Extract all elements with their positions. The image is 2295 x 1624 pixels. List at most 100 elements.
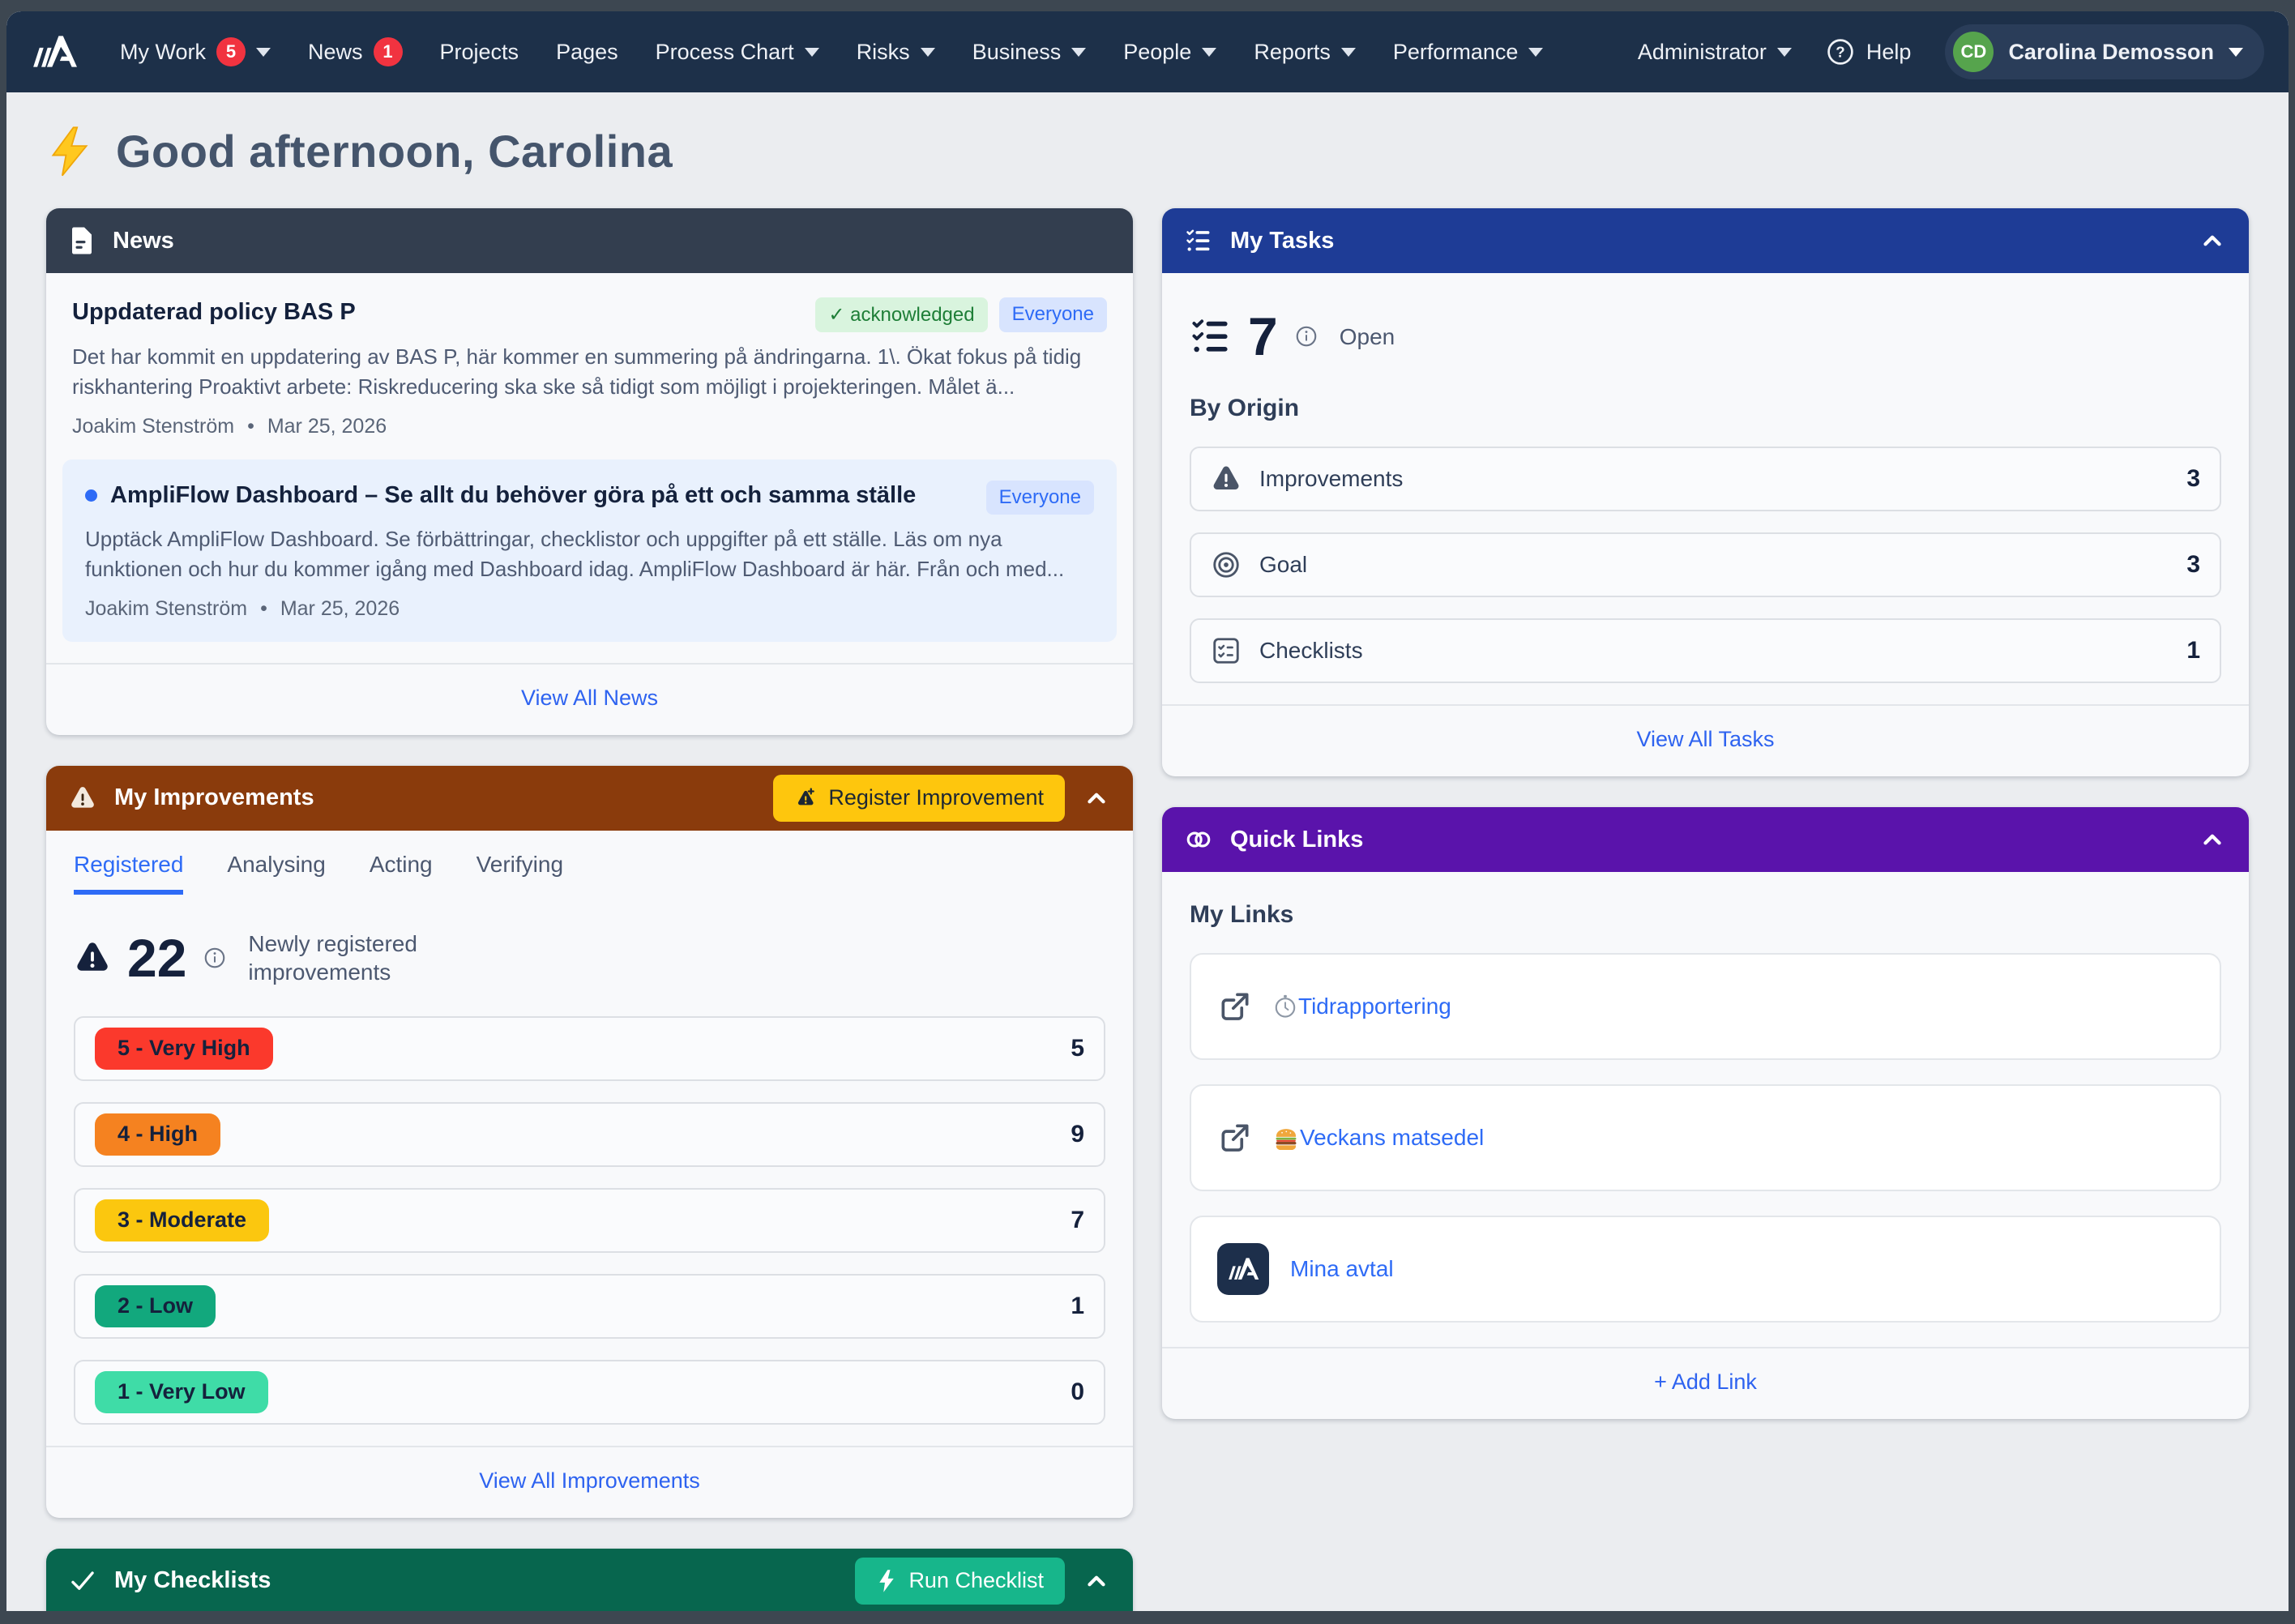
origin-row-goal[interactable]: Goal 3 <box>1190 532 2221 597</box>
nav-item-business[interactable]: Business <box>972 40 1087 65</box>
origin-row-checklists[interactable]: Checklists 1 <box>1190 618 2221 683</box>
news-item-body: Upptäck AmpliFlow Dashboard. Se förbättr… <box>85 526 1065 581</box>
nav-item-reports[interactable]: Reports <box>1254 40 1356 65</box>
acknowledged-badge: ✓ acknowledged <box>815 297 988 332</box>
view-all-news-link[interactable]: View All News <box>520 685 659 710</box>
page-title: Good afternoon, Carolina <box>116 126 673 177</box>
news-count-badge: 1 <box>373 37 403 66</box>
tab-analysing[interactable]: Analysing <box>227 851 326 877</box>
caret-down-icon <box>1071 47 1087 57</box>
ampliflow-logo-icon <box>1217 1243 1269 1295</box>
run-checklist-button[interactable]: Run Checklist <box>855 1557 1065 1605</box>
news-card: News Uppdaterad policy BAS P ✓ acknowled… <box>46 208 1133 735</box>
help-button[interactable]: ? Help <box>1826 37 1911 66</box>
my-checklists-header: My Checklists Run Checklist <box>46 1548 1133 1611</box>
collapse-chevron-up-icon[interactable] <box>2199 826 2226 853</box>
nav-item-my-work[interactable]: My Work 5 <box>120 37 271 66</box>
severity-row[interactable]: 2 - Low 1 <box>74 1273 1105 1339</box>
checklist-icon <box>1213 638 1239 664</box>
severity-pill: 2 - Low <box>95 1284 216 1327</box>
nav-label: Projects <box>439 39 519 64</box>
app-window: My Work 5 News 1 Projects Pages Process … <box>6 11 2289 1611</box>
caret-down-icon <box>256 47 271 57</box>
news-item-meta: Joakim Stenström • Mar 25, 2026 <box>85 597 1094 621</box>
nav-item-risks[interactable]: Risks <box>857 40 935 65</box>
origin-row-improvements[interactable]: Improvements 3 <box>1190 447 2221 511</box>
nav-item-news[interactable]: News 1 <box>308 37 403 66</box>
collapse-chevron-up-icon[interactable] <box>1083 1567 1110 1595</box>
view-all-improvements-link[interactable]: View All Improvements <box>479 1468 700 1493</box>
collapse-chevron-up-icon[interactable] <box>2199 227 2226 254</box>
nav-label: Performance <box>1392 39 1519 64</box>
by-origin-heading: By Origin <box>1190 395 1300 421</box>
collapse-chevron-up-icon[interactable] <box>1083 784 1110 812</box>
news-doc-icon <box>72 227 92 254</box>
severity-count: 9 <box>1071 1120 1084 1147</box>
improvements-card-footer: View All Improvements <box>46 1445 1133 1518</box>
nav-item-pages[interactable]: Pages <box>556 40 618 65</box>
severity-row[interactable]: 5 - Very High 5 <box>74 1015 1105 1081</box>
caret-down-icon <box>1340 47 1356 57</box>
user-name: Carolina Demosson <box>2008 39 2214 64</box>
news-card-footer: View All News <box>46 662 1133 735</box>
tab-acting[interactable]: Acting <box>369 851 433 877</box>
register-improvement-button[interactable]: Register Improvement <box>773 774 1065 822</box>
severity-count: 0 <box>1071 1378 1084 1405</box>
nav-label: Process Chart <box>655 39 794 64</box>
severity-pill: 4 - High <box>95 1113 220 1156</box>
nav-label: News <box>308 39 363 64</box>
open-tasks-count: 7 <box>1248 306 1278 366</box>
stopwatch-icon <box>1272 994 1298 1019</box>
nav-label: Risks <box>856 39 910 64</box>
news-author: Joakim Stenström <box>72 414 235 438</box>
news-card-title: News <box>113 227 174 254</box>
news-item[interactable]: Uppdaterad policy BAS P ✓ acknowledged E… <box>46 273 1133 458</box>
my-checklists-title: My Checklists <box>114 1567 271 1594</box>
quick-link-label[interactable]: Mina avtal <box>1290 1256 1394 1281</box>
quick-link-label[interactable]: Veckans matsedel <box>1300 1125 1485 1150</box>
target-icon <box>1213 552 1239 578</box>
news-item-unread[interactable]: AmpliFlow Dashboard – Se allt du behöver… <box>62 459 1117 642</box>
severity-row[interactable]: 3 - Moderate 7 <box>74 1187 1105 1253</box>
news-item-title[interactable]: Uppdaterad policy BAS P <box>72 299 356 325</box>
severity-count: 7 <box>1071 1206 1084 1233</box>
add-link-button[interactable]: + Add Link <box>1654 1370 1757 1394</box>
severity-row[interactable]: 1 - Very Low 0 <box>74 1359 1105 1425</box>
tab-registered[interactable]: Registered <box>74 852 184 895</box>
nav-item-projects[interactable]: Projects <box>440 40 519 65</box>
origin-label: Improvements <box>1259 466 1404 491</box>
news-date: Mar 25, 2026 <box>267 414 387 438</box>
news-author: Joakim Stenström <box>85 596 248 620</box>
quick-link-veckans-matsedel[interactable]: Veckans matsedel <box>1190 1084 2221 1191</box>
severity-row[interactable]: 4 - High 9 <box>74 1101 1105 1167</box>
info-icon[interactable] <box>203 946 227 970</box>
origin-count: 3 <box>2186 551 2200 578</box>
quick-link-mina-avtal[interactable]: Mina avtal <box>1190 1216 2221 1323</box>
severity-pill: 1 - Very Low <box>95 1370 268 1413</box>
tab-verifying[interactable]: Verifying <box>476 851 564 877</box>
help-icon: ? <box>1827 39 1853 65</box>
info-icon[interactable] <box>1294 324 1318 348</box>
origin-count: 1 <box>2186 637 2200 664</box>
run-checklist-label: Run Checklist <box>908 1568 1044 1593</box>
tasks-list-icon <box>1192 319 1228 353</box>
user-menu[interactable]: CD Carolina Demosson <box>1945 24 2264 79</box>
news-item-title[interactable]: AmpliFlow Dashboard – Se allt du behöver… <box>110 481 917 508</box>
nav-item-process-chart[interactable]: Process Chart <box>656 40 819 65</box>
news-card-header: News <box>46 208 1133 273</box>
nav-item-performance[interactable]: Performance <box>1393 40 1544 65</box>
quick-link-tidrapportering[interactable]: Tidrapportering <box>1190 953 2221 1060</box>
view-all-tasks-link[interactable]: View All Tasks <box>1636 727 1775 751</box>
lightning-icon <box>51 126 88 176</box>
severity-count: 5 <box>1071 1034 1084 1062</box>
quick-links-title: Quick Links <box>1230 826 1364 853</box>
nav-item-people[interactable]: People <box>1123 40 1217 65</box>
quick-link-label[interactable]: Tidrapportering <box>1298 994 1451 1019</box>
warning-drop-icon <box>1213 466 1239 489</box>
ampliflow-logo-icon[interactable] <box>31 32 78 71</box>
unread-dot-icon <box>85 489 97 502</box>
warning-drop-icon <box>77 942 108 971</box>
quick-links-footer: + Add Link <box>1162 1347 2249 1419</box>
my-tasks-header: My Tasks <box>1162 208 2249 273</box>
administrator-menu[interactable]: Administrator <box>1638 40 1792 65</box>
